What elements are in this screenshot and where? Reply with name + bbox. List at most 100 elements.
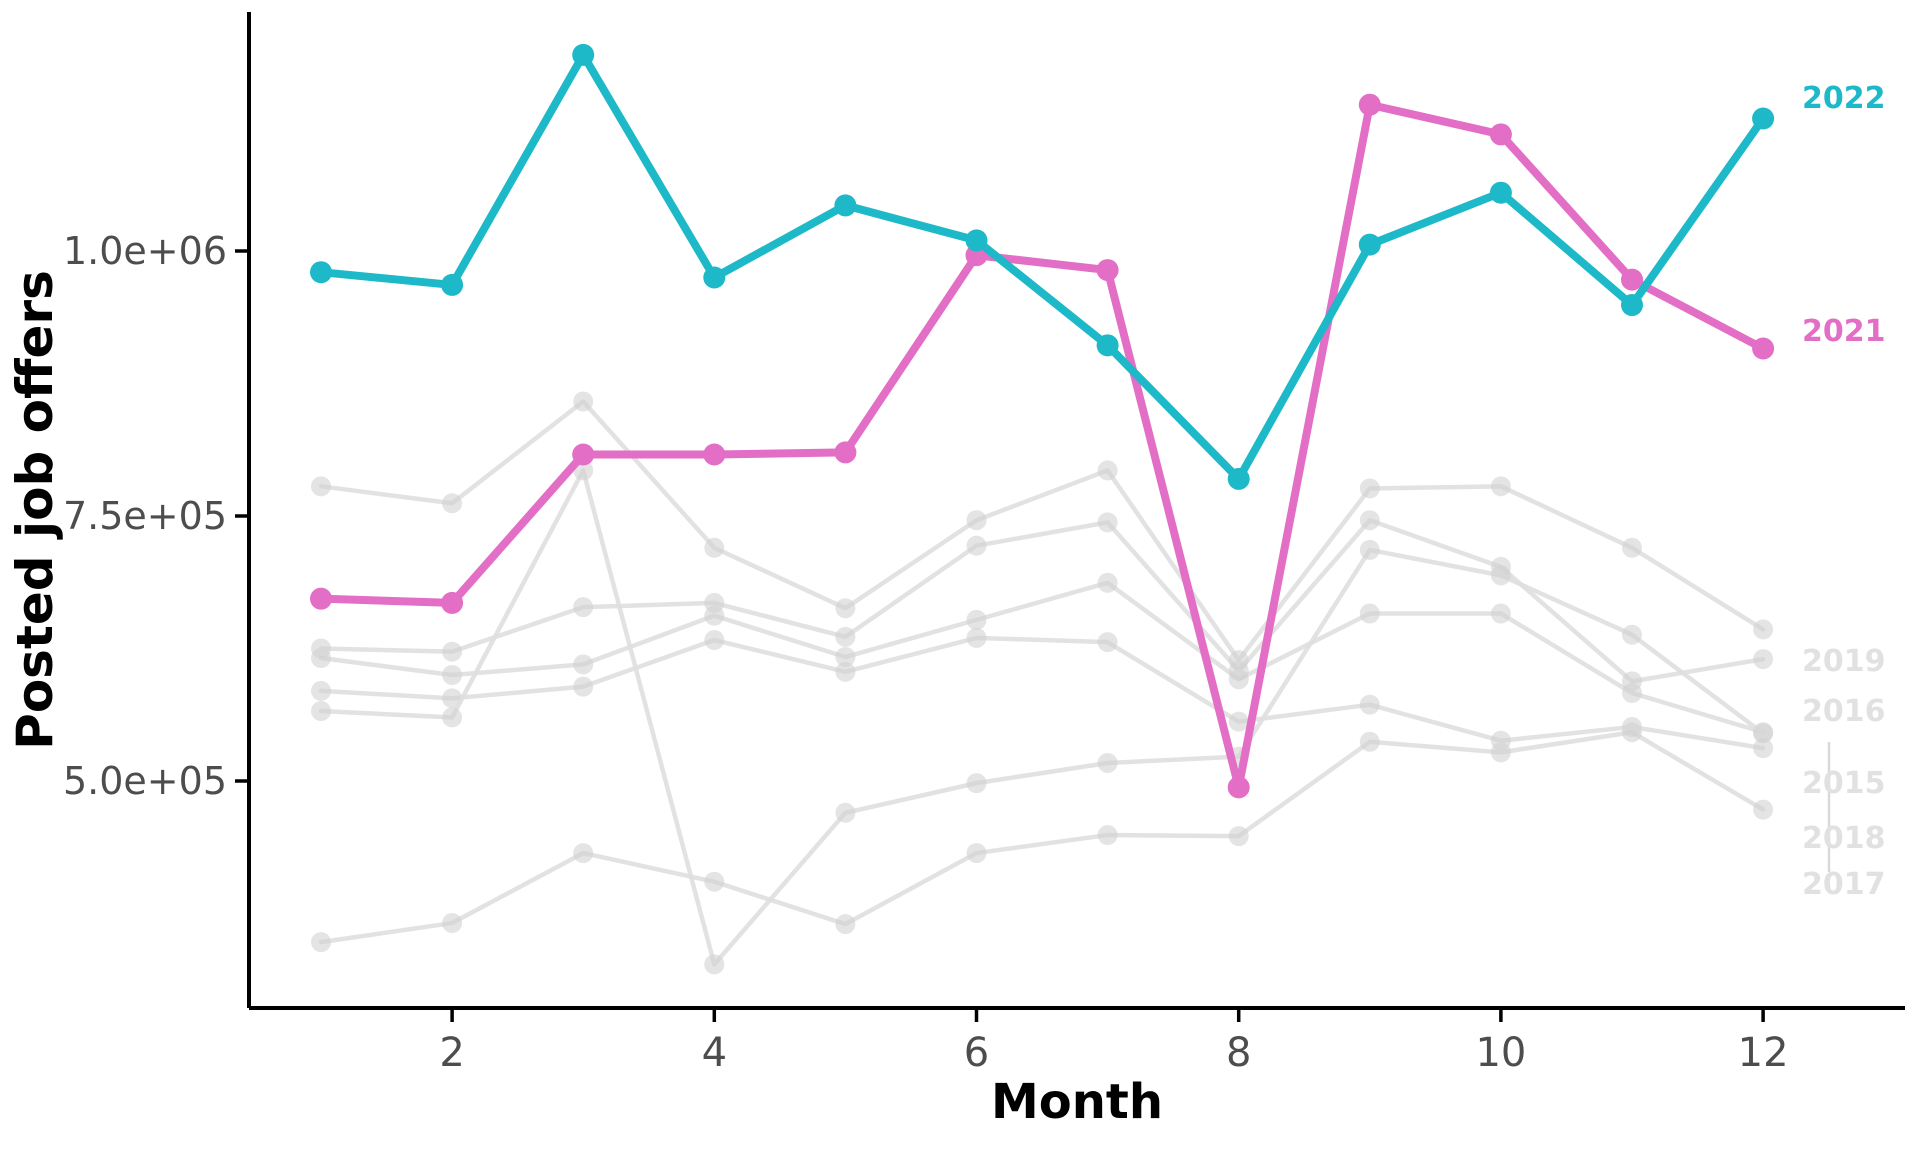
series-2015-point-m7: [1097, 572, 1118, 593]
x-tick-label: 12: [1738, 1030, 1789, 1076]
series-2018-point-m6: [966, 627, 987, 648]
series-2020-point-m6: [966, 773, 987, 794]
series-2019-point-m10: [1490, 476, 1511, 497]
series-2021-point-m2: [441, 591, 464, 614]
series-2022-point-m11: [1621, 294, 1643, 317]
series-2022-point-m9: [1358, 233, 1381, 256]
series-2019-point-m9: [1359, 478, 1380, 499]
year-label-2021: 2021: [1802, 314, 1886, 349]
series-2021-point-m11: [1621, 268, 1643, 291]
series-2019-point-m4: [704, 537, 725, 558]
series-2015-point-m6: [966, 609, 987, 630]
series-2018-point-m4: [704, 630, 725, 651]
x-tick-label: 8: [1226, 1030, 1251, 1076]
series-2016-point-m9: [1359, 510, 1380, 531]
series-2019-point-m3: [573, 391, 594, 412]
x-tick-label: 6: [964, 1030, 989, 1076]
series-2021-point-m12: [1752, 337, 1775, 360]
series-2020-point-m2: [442, 707, 463, 728]
year-label-2018: 2018: [1802, 821, 1886, 856]
year-label-2022: 2022: [1802, 81, 1886, 116]
series-2018-point-m3: [573, 676, 594, 697]
series-2018-point-m10: [1490, 730, 1511, 751]
series-2016-point-m4: [704, 592, 725, 613]
series-2022-point-m7: [1096, 334, 1119, 357]
series-2017-point-m7: [1097, 825, 1118, 846]
series-2019-point-m1: [311, 476, 331, 497]
series-2020-point-m4: [704, 954, 725, 975]
year-label-2017: 2017: [1802, 867, 1886, 902]
series-2018-point-m9: [1359, 694, 1380, 715]
series-2015-line: [318, 580, 1766, 735]
series-2019-point-m5: [835, 598, 856, 619]
series-2022-line: [317, 50, 1768, 483]
series-2020-point-m10: [1490, 565, 1511, 586]
series-2016-point-m12: [1753, 649, 1774, 670]
x-tick-label: 4: [702, 1030, 727, 1076]
series-2021-point-m8: [1227, 776, 1250, 799]
series-2020-point-m7: [1097, 752, 1118, 773]
series-2022-point-m10: [1489, 181, 1512, 204]
series-2017-point-m5: [835, 914, 856, 935]
year-label-2015: 2015: [1802, 766, 1886, 801]
series-2016-point-m7: [1097, 512, 1118, 533]
y-tick-label: 5.0e+05: [63, 759, 227, 803]
series-2020-point-m11: [1622, 624, 1642, 645]
series-2022-point-m8: [1227, 467, 1250, 490]
series-2017-point-m1: [311, 932, 331, 953]
y-tick-label: 1.0e+06: [63, 229, 227, 273]
series-2020-point-m12: [1753, 723, 1774, 744]
series-2018-line: [318, 635, 1766, 751]
series-2022-point-m6: [965, 229, 988, 252]
x-tick-label: 2: [439, 1030, 464, 1076]
series-2016-point-m3: [573, 597, 594, 618]
series-2020-line: [318, 468, 1766, 967]
x-axis-title: Month: [991, 1074, 1163, 1130]
series-2019-point-m2: [442, 493, 463, 514]
series-2022-point-m2: [441, 273, 464, 296]
series-2019-line: [318, 399, 1766, 663]
series-2020-point-m1: [311, 701, 331, 722]
series-2019-point-m7: [1097, 460, 1118, 481]
series-2017-point-m12: [1753, 799, 1774, 820]
series-2021-line: [317, 100, 1768, 792]
series-2015-point-m10: [1490, 603, 1511, 624]
series-2022-point-m3: [572, 43, 595, 66]
series-2018-point-m5: [835, 661, 856, 682]
series-2016-point-m1: [311, 638, 331, 659]
y-tick-label: 7.5e+05: [63, 494, 227, 538]
series-2018-point-m1: [311, 680, 331, 701]
series-2015-point-m9: [1359, 603, 1380, 624]
series-2018-point-m8: [1228, 711, 1249, 732]
series-2022-point-m12: [1752, 107, 1775, 130]
series-2021-point-m5: [834, 441, 857, 464]
series-2021-point-m1: [310, 587, 332, 610]
series-2021-point-m10: [1489, 123, 1512, 146]
series-2021-point-m7: [1096, 259, 1119, 282]
x-tick-label: 10: [1475, 1030, 1526, 1076]
series-2015-point-m2: [442, 665, 463, 685]
series-2021-point-m4: [703, 443, 726, 466]
series-2020-point-m5: [835, 802, 856, 823]
series-2017-point-m6: [966, 843, 987, 864]
series-2015-point-m3: [573, 654, 594, 675]
series-2020-point-m9: [1359, 539, 1380, 560]
series-2019-point-m12: [1753, 619, 1774, 640]
series-2022-point-m5: [834, 194, 857, 217]
series-2017-point-m8: [1228, 826, 1249, 847]
series-2016-point-m5: [835, 626, 856, 647]
series-2017-point-m4: [704, 871, 725, 892]
year-label-2019: 2019: [1802, 644, 1886, 679]
series-2017-point-m9: [1359, 731, 1380, 752]
series-2018-point-m11: [1622, 716, 1642, 737]
series-2021-point-m3: [572, 443, 595, 466]
year-label-2016: 2016: [1802, 694, 1886, 729]
series-2018-point-m7: [1097, 632, 1118, 653]
series-2019-point-m11: [1622, 537, 1642, 558]
series-2018-point-m12: [1753, 738, 1774, 759]
series-2016-point-m11: [1622, 671, 1642, 692]
series-2016-point-m6: [966, 535, 987, 556]
y-axis-title: Posted job offers: [6, 270, 64, 750]
